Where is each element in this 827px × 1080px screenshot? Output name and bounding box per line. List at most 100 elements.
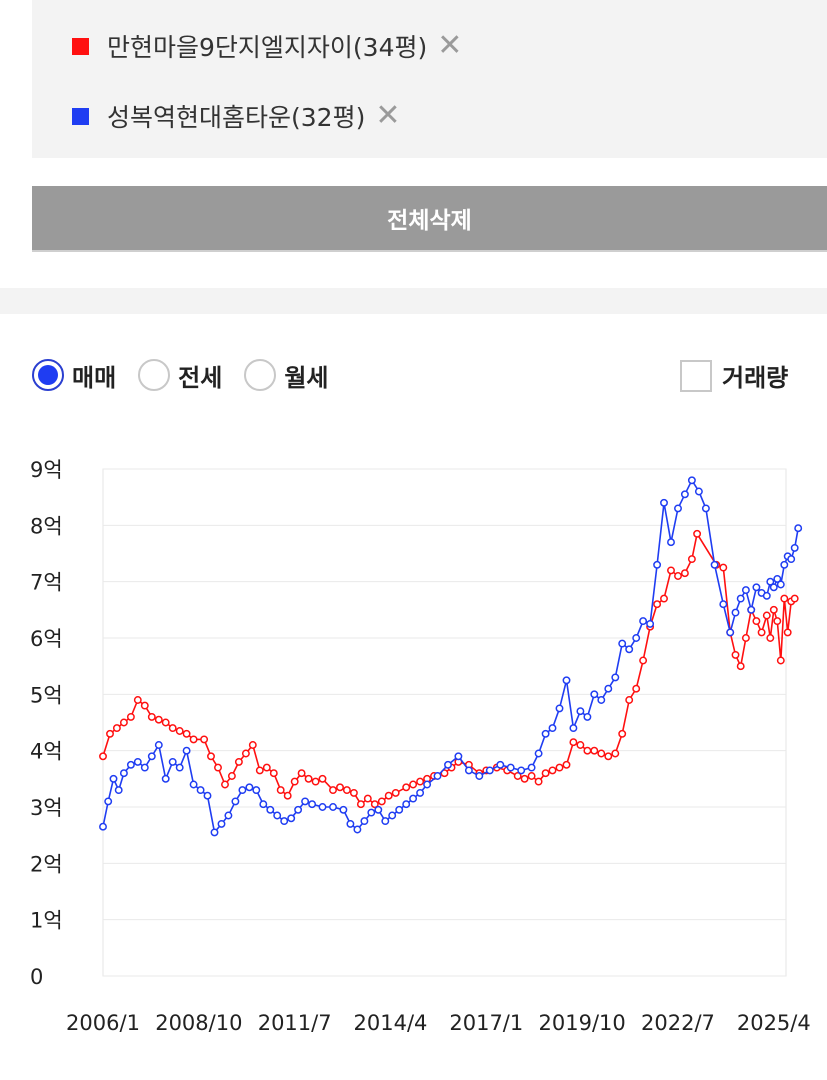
data-point[interactable] — [762, 611, 771, 620]
data-point[interactable] — [569, 738, 578, 747]
data-point[interactable] — [231, 797, 240, 806]
data-point[interactable] — [280, 817, 289, 826]
data-point[interactable] — [583, 712, 592, 721]
data-point[interactable] — [639, 617, 648, 626]
data-point[interactable] — [464, 766, 473, 775]
data-point[interactable] — [311, 777, 320, 786]
data-point[interactable] — [773, 617, 782, 626]
data-point[interactable] — [329, 786, 337, 795]
data-point[interactable] — [762, 591, 771, 600]
clear-all-button[interactable]: 전체삭제 — [32, 186, 827, 252]
data-point[interactable] — [485, 766, 494, 775]
data-point[interactable] — [283, 791, 292, 800]
data-point[interactable] — [245, 783, 254, 792]
radio-jeonse[interactable]: 전세 — [138, 358, 222, 393]
data-point[interactable] — [287, 814, 296, 823]
data-point[interactable] — [147, 712, 156, 721]
data-point[interactable] — [114, 786, 123, 795]
data-point[interactable] — [787, 555, 796, 564]
data-point[interactable] — [416, 777, 425, 786]
data-point[interactable] — [780, 560, 789, 569]
data-point[interactable] — [189, 735, 198, 744]
data-point[interactable] — [106, 729, 114, 738]
data-point[interactable] — [590, 746, 599, 755]
data-point[interactable] — [597, 749, 606, 758]
data-point[interactable] — [736, 594, 745, 603]
data-point[interactable] — [238, 786, 247, 795]
data-point[interactable] — [548, 724, 557, 733]
data-point[interactable] — [562, 676, 571, 685]
data-point[interactable] — [395, 805, 404, 814]
data-point[interactable] — [741, 634, 750, 642]
data-point[interactable] — [773, 574, 782, 583]
data-point[interactable] — [168, 724, 177, 733]
data-point[interactable] — [766, 634, 775, 642]
radio-monthly-rent[interactable]: 월세 — [244, 358, 329, 393]
data-point[interactable] — [207, 752, 215, 761]
data-point[interactable] — [241, 749, 250, 758]
data-point[interactable] — [377, 797, 386, 806]
data-point[interactable] — [189, 780, 198, 789]
data-point[interactable] — [611, 749, 620, 758]
data-point[interactable] — [632, 634, 641, 642]
data-point[interactable] — [660, 498, 668, 507]
data-point[interactable] — [154, 715, 163, 724]
data-point[interactable] — [349, 788, 358, 797]
data-point[interactable] — [569, 724, 578, 733]
data-point[interactable] — [147, 752, 156, 761]
close-icon[interactable]: ✕ — [375, 98, 401, 133]
data-point[interactable] — [402, 800, 411, 809]
data-point[interactable] — [161, 774, 170, 783]
data-point[interactable] — [259, 800, 268, 809]
data-point[interactable] — [794, 524, 803, 533]
data-point[interactable] — [440, 769, 449, 778]
data-point[interactable] — [694, 487, 703, 496]
data-point[interactable] — [99, 752, 107, 761]
data-point[interactable] — [527, 763, 536, 772]
data-point[interactable] — [266, 805, 275, 814]
data-point[interactable] — [513, 772, 522, 780]
data-point[interactable] — [217, 819, 226, 828]
data-point[interactable] — [360, 817, 369, 826]
data-point[interactable] — [597, 696, 606, 704]
data-point[interactable] — [653, 600, 662, 609]
data-point[interactable] — [693, 529, 702, 538]
data-point[interactable] — [667, 538, 675, 547]
data-point[interactable] — [140, 701, 149, 710]
data-point[interactable] — [776, 580, 785, 589]
data-point[interactable] — [632, 684, 641, 693]
data-point[interactable] — [154, 741, 163, 749]
data-point[interactable] — [224, 811, 233, 820]
data-point[interactable] — [433, 772, 442, 780]
data-point[interactable] — [674, 572, 682, 580]
data-point[interactable] — [318, 774, 327, 783]
data-point[interactable] — [252, 786, 261, 795]
data-point[interactable] — [276, 786, 285, 795]
data-point[interactable] — [294, 805, 303, 814]
data-point[interactable] — [248, 741, 257, 749]
data-point[interactable] — [196, 786, 205, 795]
data-point[interactable] — [618, 729, 627, 738]
data-point[interactable] — [203, 791, 212, 800]
data-point[interactable] — [234, 757, 243, 766]
data-point[interactable] — [780, 594, 789, 603]
data-point[interactable] — [534, 777, 543, 786]
data-point[interactable] — [353, 825, 362, 834]
data-point[interactable] — [719, 563, 728, 572]
data-point[interactable] — [329, 803, 337, 811]
data-point[interactable] — [752, 617, 761, 626]
data-point[interactable] — [475, 772, 484, 780]
data-point[interactable] — [409, 780, 418, 789]
data-point[interactable] — [304, 774, 313, 783]
data-point[interactable] — [541, 729, 550, 738]
data-point[interactable] — [416, 788, 425, 797]
data-point[interactable] — [576, 741, 585, 749]
data-point[interactable] — [112, 724, 121, 733]
data-point[interactable] — [674, 504, 682, 513]
data-point[interactable] — [783, 628, 792, 637]
data-point[interactable] — [104, 797, 113, 806]
data-point[interactable] — [604, 684, 613, 693]
data-point[interactable] — [308, 800, 317, 809]
data-point[interactable] — [175, 763, 184, 772]
data-point[interactable] — [555, 704, 564, 713]
